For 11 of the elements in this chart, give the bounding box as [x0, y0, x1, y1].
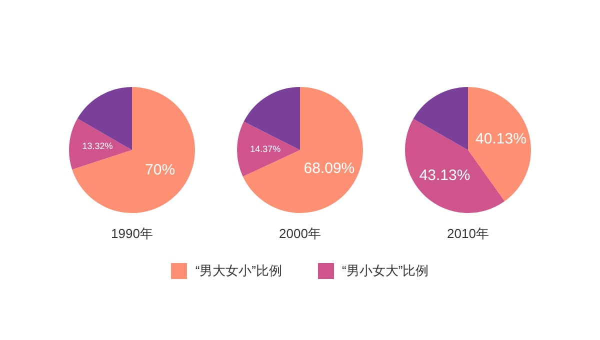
- data-label: 40.13%: [476, 130, 526, 148]
- data-label: 14.37%: [250, 144, 281, 154]
- legend-label: “男小女大”比例: [342, 262, 429, 280]
- data-label: 13.32%: [82, 140, 113, 151]
- data-label: 70%: [145, 162, 176, 179]
- text: 1990年: [111, 225, 153, 243]
- data-label: 68.09%: [304, 160, 355, 177]
- data-label: 43.13%: [419, 166, 470, 184]
- text: 2010年: [447, 225, 489, 243]
- text: 2000年: [279, 225, 321, 243]
- legend-label: “男大女小”比例: [195, 262, 282, 280]
